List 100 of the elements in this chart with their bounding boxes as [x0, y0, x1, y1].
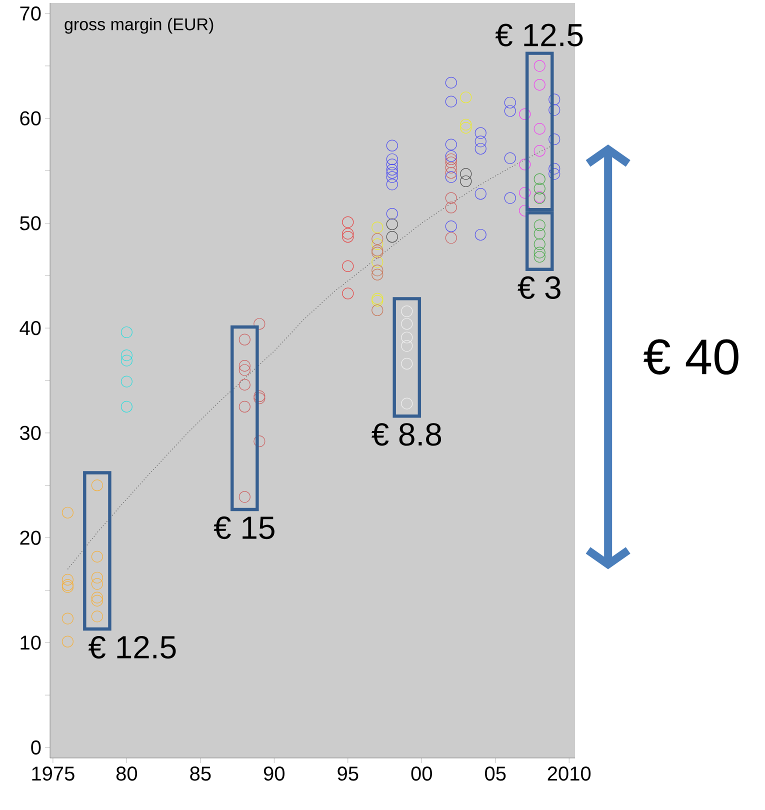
point [91, 480, 103, 492]
point [386, 153, 398, 166]
point [62, 612, 74, 624]
point [401, 305, 413, 318]
point [372, 292, 384, 305]
point [445, 171, 457, 183]
point [534, 220, 546, 232]
point [386, 208, 398, 220]
annotation: € 12.5 [495, 24, 583, 46]
point [386, 140, 398, 152]
point [474, 188, 486, 200]
point [534, 238, 546, 250]
text: gross margin (EUR) [64, 18, 214, 34]
point [504, 192, 516, 204]
point [445, 162, 457, 174]
text: € 40 [643, 339, 738, 375]
point [445, 167, 457, 179]
x-tick-label: 80 [116, 766, 138, 781]
point [372, 222, 384, 234]
point [504, 96, 516, 108]
point [120, 350, 132, 362]
point [342, 260, 354, 272]
point [386, 218, 398, 230]
point [120, 400, 132, 413]
point [534, 173, 546, 185]
point [534, 78, 546, 91]
point [342, 216, 354, 228]
x-tick-label: 1975 [32, 766, 74, 781]
x-tick-label: 2010 [548, 766, 591, 781]
point [120, 376, 132, 388]
point [372, 256, 384, 268]
point [534, 182, 546, 194]
point [91, 572, 103, 584]
point [474, 228, 486, 241]
point [474, 127, 486, 139]
y-tick-label: 20 [20, 530, 41, 545]
point [445, 138, 457, 150]
point [238, 491, 250, 503]
point [386, 158, 398, 170]
point [445, 156, 457, 168]
point [386, 164, 398, 176]
point [372, 238, 384, 250]
point [445, 96, 457, 108]
point [372, 233, 384, 245]
point [534, 228, 546, 240]
point [460, 92, 472, 104]
point [342, 228, 354, 240]
point [445, 192, 457, 204]
point [460, 122, 472, 134]
annotation: € 15 [214, 516, 274, 540]
point [504, 152, 516, 164]
point [534, 60, 546, 72]
point [386, 231, 398, 243]
point [401, 332, 413, 344]
point [372, 264, 384, 276]
point [238, 364, 250, 376]
y-tick-label: 40 [20, 320, 41, 336]
point [445, 202, 457, 214]
y-tick-label: 50 [20, 216, 41, 230]
point [238, 378, 250, 390]
point [386, 178, 398, 190]
x-tick-label: 90 [264, 766, 285, 781]
point [342, 231, 354, 243]
point [238, 400, 250, 413]
point [62, 506, 74, 518]
point [401, 318, 413, 330]
point [460, 118, 472, 130]
point [519, 186, 531, 199]
point [474, 142, 486, 155]
point [460, 175, 472, 188]
point [504, 105, 516, 117]
y-tick-label: 70 [20, 6, 41, 21]
point [445, 76, 457, 88]
point [342, 288, 354, 300]
point [534, 250, 546, 263]
point [401, 340, 413, 352]
point [372, 268, 384, 280]
point [445, 153, 457, 166]
point [445, 150, 457, 162]
point [445, 232, 457, 244]
point [534, 123, 546, 135]
point [62, 574, 74, 586]
point [372, 304, 384, 316]
point [91, 578, 103, 590]
annotation: € 3 [518, 276, 560, 299]
point [91, 592, 103, 604]
y-tick-label: 0 [31, 740, 41, 755]
point [386, 171, 398, 183]
y-tick-label: 10 [20, 636, 41, 650]
point [534, 145, 546, 157]
y-tick-label: 60 [20, 111, 41, 126]
point [372, 295, 384, 307]
point [120, 326, 132, 338]
point [238, 360, 250, 372]
y-tick-label: 30 [20, 426, 41, 440]
x-tick-label: 05 [485, 766, 506, 781]
x-tick-label: 00 [411, 766, 432, 781]
x-tick-label: 95 [338, 766, 358, 781]
point [91, 610, 103, 622]
point [445, 220, 457, 232]
